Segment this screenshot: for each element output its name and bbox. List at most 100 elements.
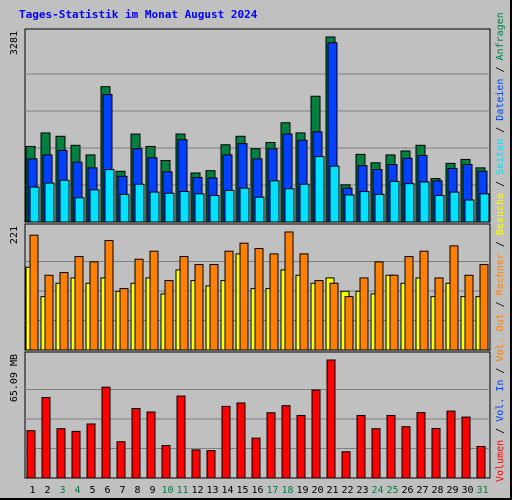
x-tick-label: 31 (476, 485, 488, 496)
bar-besuche (134, 258, 144, 351)
x-tick-label: 11 (176, 485, 188, 496)
scale-label: 65.09 MB (9, 354, 20, 402)
bar-volumen (341, 451, 351, 479)
x-tick-label: 2 (44, 485, 50, 496)
legend-item: Dateien (495, 79, 506, 121)
bar-volumen (86, 423, 96, 479)
bar-volumen (401, 426, 411, 479)
bar-seiten (29, 186, 40, 223)
x-tick-label: 29 (446, 485, 458, 496)
bar-volumen (446, 410, 456, 479)
bar-besuche (254, 248, 264, 351)
legend-item: Volumen (495, 440, 506, 482)
bar-seiten (284, 188, 295, 223)
bar-seiten (164, 192, 175, 223)
bar-besuche (299, 253, 309, 351)
bar-seiten (119, 193, 130, 223)
bar-seiten (209, 194, 220, 223)
bar-seiten (434, 194, 445, 223)
bar-besuche (164, 280, 174, 351)
bar-besuche (329, 282, 339, 351)
bar-besuche (209, 264, 219, 351)
bar-besuche (44, 274, 54, 351)
bar-besuche (149, 250, 159, 351)
bar-volumen (131, 408, 141, 479)
bar-besuche (59, 272, 69, 351)
x-tick-label: 17 (266, 485, 278, 496)
bar-volumen (326, 359, 336, 479)
chart-title: Tages-Statistik im Monat August 2024 (19, 8, 258, 21)
bar-seiten (269, 180, 280, 223)
bar-volumen (266, 412, 276, 479)
x-tick-label: 26 (401, 485, 413, 496)
bar-seiten (389, 180, 400, 223)
x-tick-label: 8 (134, 485, 140, 496)
legend-item: Seiten (495, 139, 506, 175)
bar-besuche (179, 256, 189, 351)
bar-seiten (224, 189, 235, 223)
legend-separator: / (495, 175, 506, 193)
bar-besuche (239, 242, 249, 351)
bar-volumen (161, 445, 171, 479)
x-tick-label: 24 (371, 485, 383, 496)
bar-seiten (59, 179, 70, 223)
bar-besuche (194, 264, 204, 351)
bar-seiten (179, 191, 190, 223)
bar-volumen (251, 437, 261, 479)
bar-volumen (461, 416, 471, 479)
bar-besuche (464, 274, 474, 351)
x-tick-label: 9 (149, 485, 155, 496)
bar-besuche (344, 296, 354, 351)
x-tick-label: 7 (119, 485, 125, 496)
x-tick-label: 27 (416, 485, 428, 496)
bar-besuche (119, 288, 129, 351)
bar-volumen (221, 405, 231, 479)
bar-seiten (74, 197, 85, 223)
bar-volumen (176, 395, 186, 479)
x-tick-label: 20 (311, 485, 323, 496)
bar-besuche (419, 250, 429, 351)
legend-separator: / (495, 362, 506, 380)
x-tick-label: 19 (296, 485, 308, 496)
x-tick-label: 23 (356, 485, 368, 496)
legend-item: Vol. In (495, 380, 506, 422)
legend-separator: / (495, 235, 506, 253)
legend-separator: / (495, 60, 506, 78)
bar-besuche (404, 256, 414, 351)
bar-seiten (449, 191, 460, 223)
bar-volumen (431, 428, 441, 479)
bar-seiten (239, 187, 250, 223)
scale-label: 221 (9, 226, 20, 244)
legend-item: Besuche (495, 193, 506, 235)
scale-label: 3281 (9, 31, 20, 55)
legend-separator: / (495, 121, 506, 139)
x-tick-label: 18 (281, 485, 293, 496)
x-tick-label: 28 (431, 485, 443, 496)
bar-besuche (479, 264, 489, 351)
bar-seiten (359, 191, 370, 223)
bar-seiten (344, 194, 355, 223)
bar-besuche (389, 274, 399, 351)
bar-besuche (269, 253, 279, 351)
bar-volumen (101, 386, 111, 479)
bar-seiten (374, 193, 385, 223)
x-tick-label: 21 (326, 485, 338, 496)
x-tick-label: 30 (461, 485, 473, 496)
bar-besuche (449, 245, 459, 351)
legend-separator: / (495, 422, 506, 440)
bar-seiten (299, 183, 310, 223)
bar-besuche (89, 261, 99, 351)
bar-volumen (236, 402, 246, 479)
bar-seiten (329, 165, 340, 223)
bar-volumen (41, 397, 51, 479)
bar-seiten (194, 193, 205, 223)
bar-seiten (104, 169, 115, 223)
x-tick-label: 15 (236, 485, 248, 496)
bar-besuche (374, 261, 384, 351)
legend-separator: / (495, 295, 506, 313)
x-tick-label: 13 (206, 485, 218, 496)
bar-volumen (191, 449, 201, 479)
bar-volumen (386, 414, 396, 479)
